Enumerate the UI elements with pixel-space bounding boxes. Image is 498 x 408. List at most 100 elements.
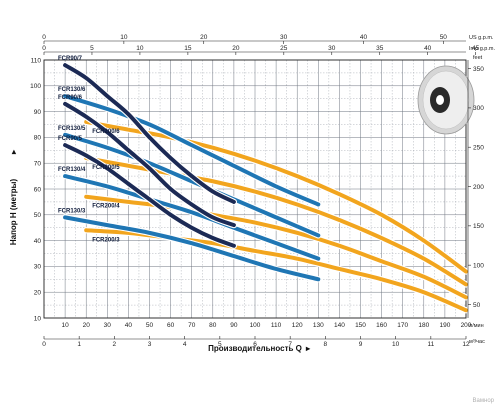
secondary-x-tick-label: 11 — [427, 341, 434, 348]
right-tick-label: 250 — [473, 145, 484, 152]
series-curve-fcr90-5 — [61, 142, 237, 249]
x-tick-label: 160 — [376, 322, 387, 329]
x-tick-label: 60 — [167, 322, 175, 329]
secondary-x-axis-unit: м³/час — [469, 339, 485, 345]
series-label: FCR200/4 — [92, 204, 120, 210]
y-tick-label: 50 — [34, 212, 42, 219]
series — [61, 62, 470, 314]
imp-tick-label: 25 — [280, 45, 288, 52]
secondary-x-tick-label: 0 — [42, 341, 46, 348]
secondary-x-tick-label: 4 — [183, 341, 187, 348]
watermark: Вамнор — [473, 398, 495, 404]
series-label: FCR130/5 — [58, 126, 86, 132]
series-line — [63, 174, 321, 261]
secondary-x-tick-label: 6 — [253, 341, 257, 348]
imp-tick-label: 45 — [472, 45, 480, 52]
series-line — [63, 63, 236, 204]
y-tick-label: 110 — [31, 57, 42, 64]
series-label: FCR130/3 — [58, 208, 86, 214]
right-axis-unit: feet — [473, 55, 483, 61]
top-axes: 0 10 20 30 40 50 US g.p.m. 0 5 10 15 20 25 30 35 40 45Im… — [42, 34, 495, 55]
right-tick-label: 200 — [473, 184, 484, 191]
series-line — [63, 94, 321, 207]
series-curve-fcr130-4 — [61, 173, 322, 262]
imp-tick-label: 10 — [136, 45, 144, 52]
right-tick-label: 100 — [473, 262, 484, 269]
us-axis-unit: US g.p.m. — [469, 35, 494, 41]
secondary-x-tick-label: 3 — [148, 341, 152, 348]
secondary-x-tick-label: 5 — [218, 341, 222, 348]
imp-tick-label: 30 — [328, 45, 336, 52]
x-tick-label: 200 — [461, 322, 472, 329]
x-axis-title-arrow: ▸ — [305, 344, 311, 353]
x-tick-label: 10 — [61, 322, 69, 329]
y-tick-label: 80 — [34, 135, 42, 142]
series-line — [63, 101, 236, 228]
series-line — [63, 215, 321, 282]
imp-tick-label: 15 — [184, 45, 192, 52]
series-label: FCR200/6 — [92, 129, 120, 135]
series-line — [63, 132, 321, 238]
y-axis-title: Напор H (метры) — [9, 179, 18, 246]
series-labels: FCR90/7 FCR90/6 FCR90/5 FCR130/6 FCR130/5 FCR… — [58, 56, 120, 243]
x-tick-label: 70 — [188, 322, 196, 329]
axes: 10 20 30 40 50 60 70 80 90 100 110 120 130 140 150 160 1… — [30, 55, 485, 348]
secondary-x-tick-label: 10 — [392, 341, 400, 348]
x-tick-label: 150 — [355, 322, 366, 329]
series-curve-fcr130-3 — [61, 214, 322, 283]
imp-tick-label: 40 — [424, 45, 432, 52]
x-tick-label: 90 — [230, 322, 238, 329]
secondary-x-tick-label: 1 — [77, 341, 81, 348]
x-tick-label: 50 — [146, 322, 154, 329]
series-label: FCR130/6 — [58, 87, 86, 93]
y-tick-label: 40 — [34, 238, 42, 245]
right-tick-label: 50 — [473, 302, 481, 309]
imp-tick-label: 0 — [42, 45, 46, 52]
series-label: FCR90/6 — [58, 95, 83, 101]
imp-axis-unit: Imp g.p.m. — [469, 46, 495, 52]
y-tick-label: 30 — [34, 264, 42, 271]
series-label: FCR90/7 — [58, 56, 83, 62]
secondary-x-tick-label: 2 — [113, 341, 117, 348]
secondary-x-tick-label: 7 — [288, 341, 292, 348]
imp-tick-label: 20 — [232, 45, 240, 52]
y-tick-label: 10 — [34, 315, 42, 322]
right-tick-label: 300 — [473, 105, 484, 112]
x-tick-label: 20 — [83, 322, 91, 329]
us-tick-label: 30 — [280, 34, 288, 41]
series-label: FCR90/5 — [58, 136, 83, 142]
us-tick-label: 20 — [200, 34, 208, 41]
y-tick-label: 100 — [30, 83, 41, 90]
us-tick-label: 10 — [120, 34, 128, 41]
series-curve-fcr90-6 — [61, 100, 237, 229]
imp-tick-label: 5 — [90, 45, 94, 52]
x-tick-label: 180 — [418, 322, 429, 329]
x-tick-label: 130 — [313, 322, 324, 329]
x-tick-label: 120 — [292, 322, 303, 329]
series-label: FCR200/5 — [92, 165, 120, 171]
x-tick-label: 170 — [397, 322, 408, 329]
series-line — [84, 194, 468, 300]
y-tick-label: 90 — [34, 109, 42, 116]
secondary-x-tick-label: 8 — [324, 341, 328, 348]
secondary-x-tick-label: 12 — [462, 341, 470, 348]
right-tick-label: 150 — [473, 223, 484, 230]
secondary-x-tick-label: 9 — [359, 341, 363, 348]
y-tick-label: 20 — [34, 290, 42, 297]
x-tick-label: 30 — [104, 322, 112, 329]
x-axis-unit: л/мин — [469, 323, 484, 329]
x-axis-title: Производительность Q — [208, 344, 302, 353]
x-tick-label: 40 — [125, 322, 133, 329]
series-label: FCR130/4 — [58, 167, 86, 173]
us-tick-label: 40 — [360, 34, 368, 41]
us-tick-label: 50 — [440, 34, 448, 41]
y-tick-label: 60 — [34, 186, 42, 193]
x-tick-label: 140 — [334, 322, 345, 329]
imp-tick-label: 35 — [376, 45, 384, 52]
series-line — [63, 143, 236, 248]
x-tick-label: 100 — [250, 322, 261, 329]
plot-frame — [43, 59, 467, 319]
x-tick-label: 80 — [209, 322, 217, 329]
y-tick-label: 70 — [34, 161, 42, 168]
